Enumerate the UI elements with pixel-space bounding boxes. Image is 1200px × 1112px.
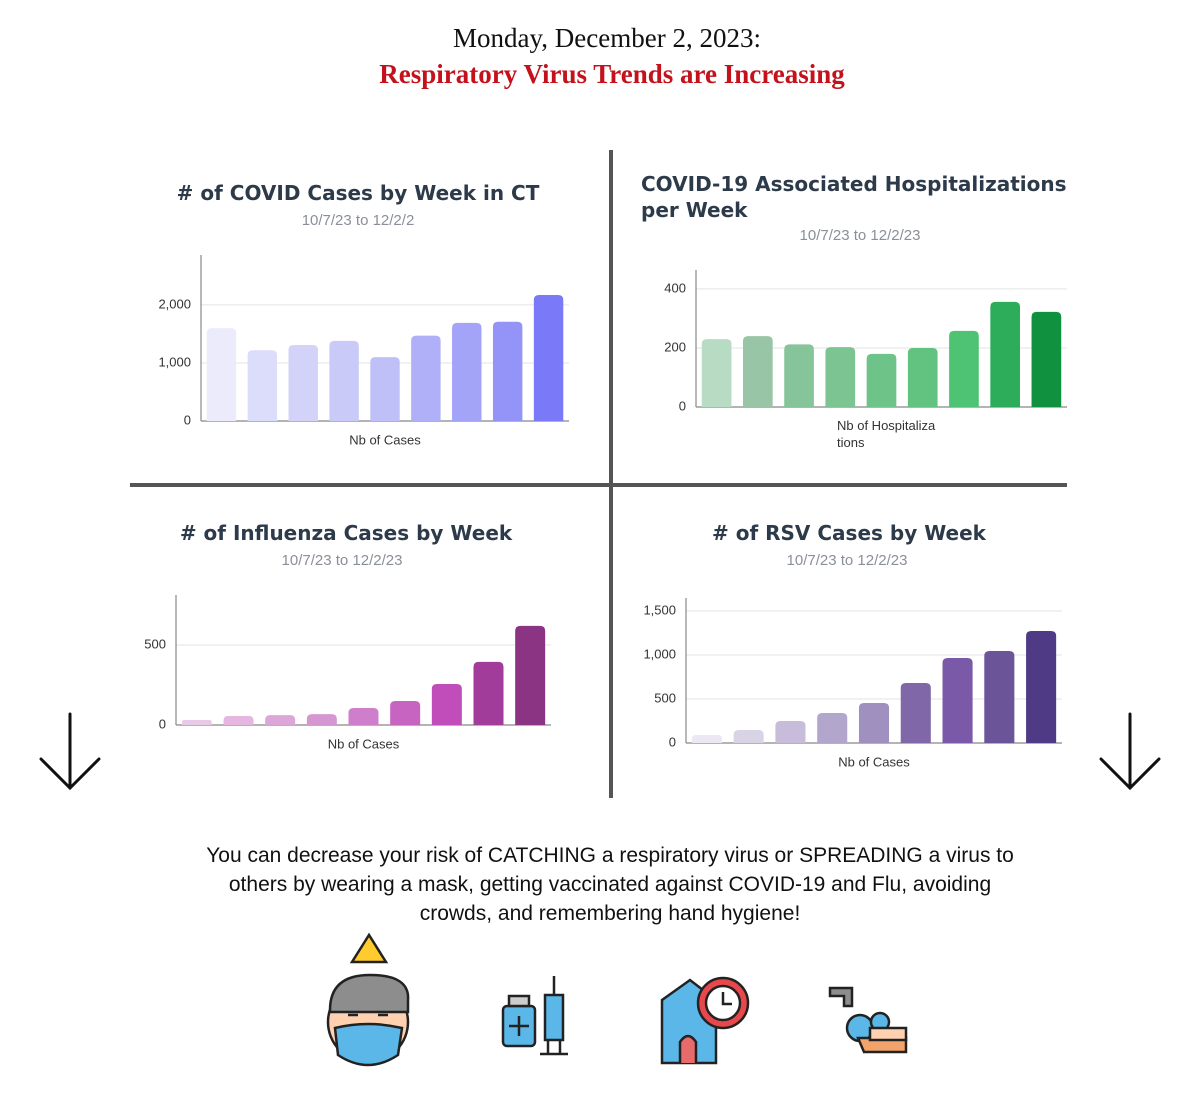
vaccine-icon <box>501 976 568 1056</box>
bar <box>288 344 318 421</box>
chart-subtitle: 10/7/23 to 12/2/2 <box>302 212 415 229</box>
x-axis-label-box: Nb of Hospitalizations <box>837 418 936 450</box>
bar <box>181 720 212 725</box>
arrow <box>1099 712 1161 791</box>
bar <box>473 661 504 725</box>
home-icon <box>660 976 750 1065</box>
y-tick-label: 400 <box>664 280 686 295</box>
bar <box>492 321 523 421</box>
bar <box>431 684 462 725</box>
chart-title-box: # of RSV Cases by Week <box>712 521 986 545</box>
bar <box>206 328 237 421</box>
bar <box>742 336 773 407</box>
x-axis-label: Nb of Cases <box>349 432 421 447</box>
y-tick-label: 1,000 <box>158 354 191 369</box>
chart-title: # of Influenza Cases by Week <box>179 521 513 545</box>
x-axis-label: Nb of Cases <box>838 754 910 769</box>
bar <box>858 702 890 743</box>
mask-icon <box>326 932 410 1067</box>
bar <box>515 625 546 725</box>
y-tick-label: 200 <box>664 339 686 354</box>
y-tick-label: 0 <box>679 398 686 413</box>
chart-title: COVID-19 Associated Hospitalizations per… <box>641 172 1067 222</box>
x-axis-label: Nb of Hospitalizations <box>837 418 936 450</box>
bar <box>942 658 973 743</box>
bar <box>784 344 814 407</box>
bar <box>907 347 938 407</box>
chart-title-box: # of COVID Cases by Week in CT <box>176 181 540 205</box>
bar <box>691 734 722 743</box>
bar <box>825 347 856 407</box>
arrow <box>39 712 101 791</box>
footer-text: You can decrease your risk of CATCHING a… <box>206 844 1014 925</box>
bar <box>1031 311 1062 407</box>
chart-subtitle: 10/7/23 to 12/2/23 <box>787 552 908 569</box>
bar <box>223 716 254 725</box>
bar <box>701 339 732 407</box>
bar <box>247 350 278 421</box>
y-tick-label: 0 <box>669 734 676 749</box>
bar <box>411 335 441 421</box>
y-tick-label: 1,500 <box>643 602 676 617</box>
date: Monday, December 2, 2023: <box>453 23 761 53</box>
bar <box>733 729 764 743</box>
chart-title: # of COVID Cases by Week in CT <box>176 181 540 205</box>
bar <box>329 340 359 421</box>
footer: You can decrease your risk of CATCHING a… <box>206 844 1014 925</box>
bar <box>1026 630 1057 743</box>
chart-subtitle: 10/7/23 to 12/2/23 <box>282 552 403 569</box>
bar <box>900 682 931 743</box>
bar <box>949 330 979 407</box>
bar <box>817 712 848 743</box>
bar <box>265 715 296 725</box>
y-tick-label: 2,000 <box>158 296 191 311</box>
chart-subtitle: 10/7/23 to 12/2/23 <box>800 227 921 244</box>
bar <box>452 322 482 421</box>
y-tick-label: 500 <box>144 636 166 651</box>
bar <box>348 708 379 725</box>
chart-title: # of RSV Cases by Week <box>712 521 986 545</box>
bar <box>984 651 1015 743</box>
x-axis-label: Nb of Cases <box>328 736 400 751</box>
bar <box>775 721 806 743</box>
chart-title-box: # of Influenza Cases by Week <box>179 521 513 545</box>
bar <box>370 357 400 421</box>
headline: Respiratory Virus Trends are Increasing <box>379 59 845 89</box>
y-tick-label: 1,000 <box>643 646 676 661</box>
bar <box>306 714 337 725</box>
bar <box>866 353 897 407</box>
y-tick-label: 0 <box>159 716 166 731</box>
handwash-icon <box>828 986 908 1054</box>
bar <box>390 700 421 725</box>
y-tick-label: 0 <box>184 412 191 427</box>
bar <box>533 295 564 421</box>
chart-title-box: COVID-19 Associated Hospitalizations per… <box>641 172 1067 222</box>
y-tick-label: 500 <box>654 690 676 705</box>
bar <box>990 301 1021 407</box>
